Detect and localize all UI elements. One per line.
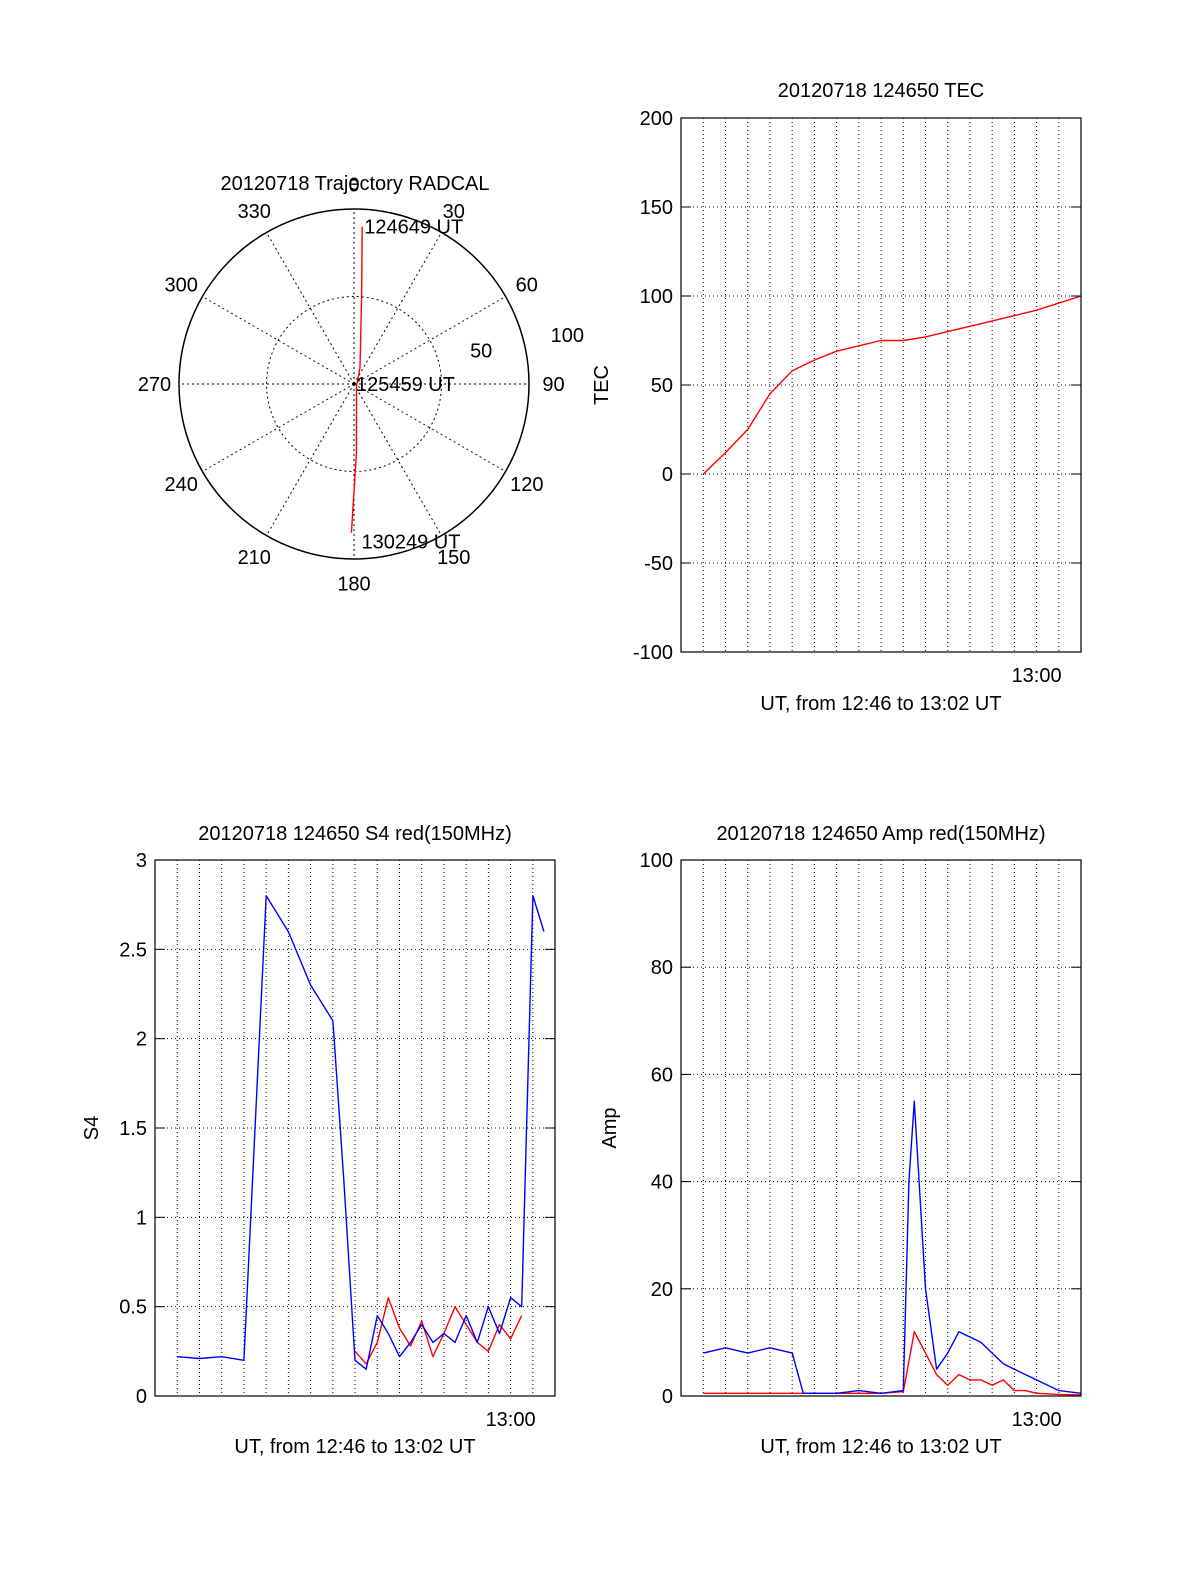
x-tick-label: 13:00	[486, 1409, 536, 1431]
y-tick-label: 0	[662, 1386, 673, 1408]
y-tick-label: 1	[136, 1207, 147, 1229]
tec-title: 20120718 124650 TEC	[778, 80, 984, 102]
polar-azimuth-label: 270	[138, 374, 171, 396]
polar-spoke	[202, 296, 355, 385]
y-tick-label: 0	[662, 464, 673, 486]
polar-azimuth-label: 240	[165, 474, 198, 496]
polar-azimuth-label: 90	[542, 374, 564, 396]
y-tick-label: 60	[651, 1064, 673, 1086]
amp-title: 20120718 124650 Amp red(150MHz)	[716, 823, 1045, 845]
trajectory-line-1	[350, 226, 363, 533]
x-tick-label: 13:00	[1012, 1409, 1062, 1431]
polar-azimuth-label: 60	[516, 274, 538, 296]
polar-azimuth-label: 30	[443, 201, 465, 223]
y-tick-label: 100	[640, 286, 673, 308]
s4-xlabel: UT, from 12:46 to 13:02 UT	[234, 1436, 475, 1458]
s4-ylabel: S4	[81, 1116, 103, 1140]
y-tick-label: 200	[640, 108, 673, 130]
y-tick-label: 1.5	[119, 1118, 147, 1140]
polar-spoke	[353, 383, 506, 472]
y-tick-label: 150	[640, 197, 673, 219]
y-tick-label: 3	[136, 850, 147, 872]
amp-ylabel: Amp	[599, 1107, 621, 1148]
trajectory-time-label: 125459 UT	[356, 374, 455, 396]
x-tick-label: 13:00	[1012, 665, 1062, 687]
plot-frame	[680, 859, 1082, 1397]
polar-spoke	[266, 232, 355, 385]
y-tick-label: 50	[651, 375, 673, 397]
y-tick-label: -100	[633, 642, 673, 664]
polar-azimuth-label: 210	[238, 547, 271, 569]
tec-xlabel: UT, from 12:46 to 13:02 UT	[760, 693, 1001, 715]
polar-spoke	[353, 296, 506, 385]
polar-spoke	[353, 232, 442, 385]
s4-title: 20120718 124650 S4 red(150MHz)	[198, 823, 512, 845]
polar-radial-label: 50	[470, 340, 492, 362]
amp-xlabel: UT, from 12:46 to 13:02 UT	[760, 1436, 1001, 1458]
polar-outer-ring	[178, 208, 530, 560]
y-tick-label: 20	[651, 1279, 673, 1301]
trajectory-time-label: 130249 UT	[361, 531, 460, 553]
polar-azimuth-label: 150	[437, 547, 470, 569]
polar-azimuth-label: 120	[510, 474, 543, 496]
tec-chart: 20120718 124650 TEC TEC UT, from 12:46 t…	[591, 80, 1082, 715]
series-line-1	[702, 295, 1082, 475]
polar-spoke	[353, 383, 442, 536]
polar-azimuth-label: 0	[348, 175, 359, 197]
series-line-2	[177, 895, 545, 1370]
tec-ylabel: TEC	[591, 365, 613, 405]
y-tick-label: 2	[136, 1029, 147, 1051]
series-line-2	[703, 1100, 1082, 1395]
y-tick-label: 40	[651, 1172, 673, 1194]
polar-azimuth-label: 330	[238, 201, 271, 223]
y-tick-label: -50	[644, 553, 673, 575]
amp-chart: 20120718 124650 Amp red(150MHz) Amp UT, …	[599, 823, 1082, 1458]
trajectory-polar-chart: 20120718 Trajectory RADCAL 50 100 0 30 60 90 1…	[138, 173, 584, 596]
polar-radial-label: 100	[551, 325, 584, 347]
y-tick-label: 0.5	[119, 1297, 147, 1319]
y-tick-label: 100	[640, 850, 673, 872]
polar-ring	[266, 296, 442, 472]
polar-spoke	[266, 383, 355, 536]
s4-chart: 20120718 124650 S4 red(150MHz) S4 UT, fr…	[81, 823, 556, 1458]
polar-spoke	[202, 383, 355, 472]
y-tick-label: 2.5	[119, 939, 147, 961]
polar-azimuth-label: 180	[337, 574, 370, 596]
polar-title: 20120718 Trajectory RADCAL	[220, 173, 489, 195]
trajectory-time-label: 124649 UT	[364, 217, 463, 239]
y-tick-label: 0	[136, 1386, 147, 1408]
polar-azimuth-label: 300	[165, 274, 198, 296]
y-tick-label: 80	[651, 957, 673, 979]
series-line-1	[354, 1296, 523, 1365]
